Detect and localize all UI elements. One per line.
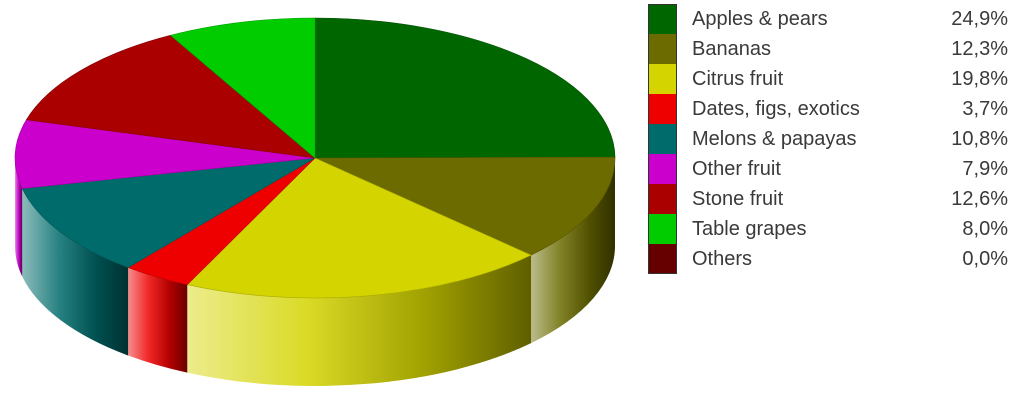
pie-slice bbox=[25, 34, 316, 159]
legend-item: Others 0,0% bbox=[648, 244, 1010, 274]
legend-label: Other fruit bbox=[692, 158, 781, 180]
legend-swatch bbox=[648, 64, 677, 94]
pie-slice bbox=[186, 157, 532, 299]
legend-swatch bbox=[648, 244, 677, 274]
legend-item: Bananas 12,3% bbox=[648, 34, 1010, 64]
pie-top bbox=[14, 17, 616, 299]
pie-slice-side bbox=[128, 267, 188, 373]
legend-value: 12,6% bbox=[951, 188, 1008, 210]
legend-value: 8,0% bbox=[962, 218, 1008, 240]
legend-item: Apples & pears 24,9% bbox=[648, 4, 1010, 34]
legend-swatch bbox=[648, 214, 677, 244]
legend-value: 3,7% bbox=[962, 98, 1008, 120]
pie-slice-side bbox=[531, 158, 615, 344]
legend-swatch bbox=[648, 4, 677, 34]
legend-item: Dates, figs, exotics 3,7% bbox=[648, 94, 1010, 124]
legend-label: Stone fruit bbox=[692, 188, 784, 210]
pie-slice bbox=[314, 17, 616, 159]
pie-slice bbox=[169, 17, 316, 159]
legend: Apples & pears 24,9% Bananas 12,3% Citru… bbox=[648, 4, 1010, 274]
pie-slice-side bbox=[22, 188, 129, 356]
pie-slice-side bbox=[15, 158, 23, 277]
pie-slice bbox=[14, 119, 316, 189]
pie-sides bbox=[15, 158, 615, 387]
legend-value: 0,0% bbox=[962, 248, 1008, 270]
legend-swatch bbox=[648, 94, 677, 124]
legend-value: 7,9% bbox=[962, 158, 1008, 180]
legend-label: Bananas bbox=[692, 38, 771, 60]
legend-value: 19,8% bbox=[951, 68, 1008, 90]
legend-label: Dates, figs, exotics bbox=[692, 98, 860, 120]
legend-label: Others bbox=[692, 248, 753, 270]
pie-slice bbox=[314, 156, 616, 256]
legend-swatch bbox=[648, 184, 677, 214]
legend-swatch bbox=[648, 154, 677, 184]
legend-swatch bbox=[648, 124, 677, 154]
legend-item: Other fruit 7,9% bbox=[648, 154, 1010, 184]
legend-label: Apples & pears bbox=[692, 8, 828, 30]
legend-label: Citrus fruit bbox=[692, 68, 784, 90]
legend-item: Table grapes 8,0% bbox=[648, 214, 1010, 244]
legend-item: Citrus fruit 19,8% bbox=[648, 64, 1010, 94]
legend-swatch bbox=[648, 34, 677, 64]
legend-value: 10,8% bbox=[951, 128, 1008, 150]
legend-value: 24,9% bbox=[951, 8, 1008, 30]
legend-item: Melons & papayas 10,8% bbox=[648, 124, 1010, 154]
legend-label: Melons & papayas bbox=[692, 128, 857, 150]
pie-slice bbox=[21, 157, 316, 268]
pie-slice-side bbox=[187, 255, 532, 387]
legend-label: Table grapes bbox=[692, 218, 807, 240]
legend-value: 12,3% bbox=[951, 38, 1008, 60]
legend-item: Stone fruit 12,6% bbox=[648, 184, 1010, 214]
